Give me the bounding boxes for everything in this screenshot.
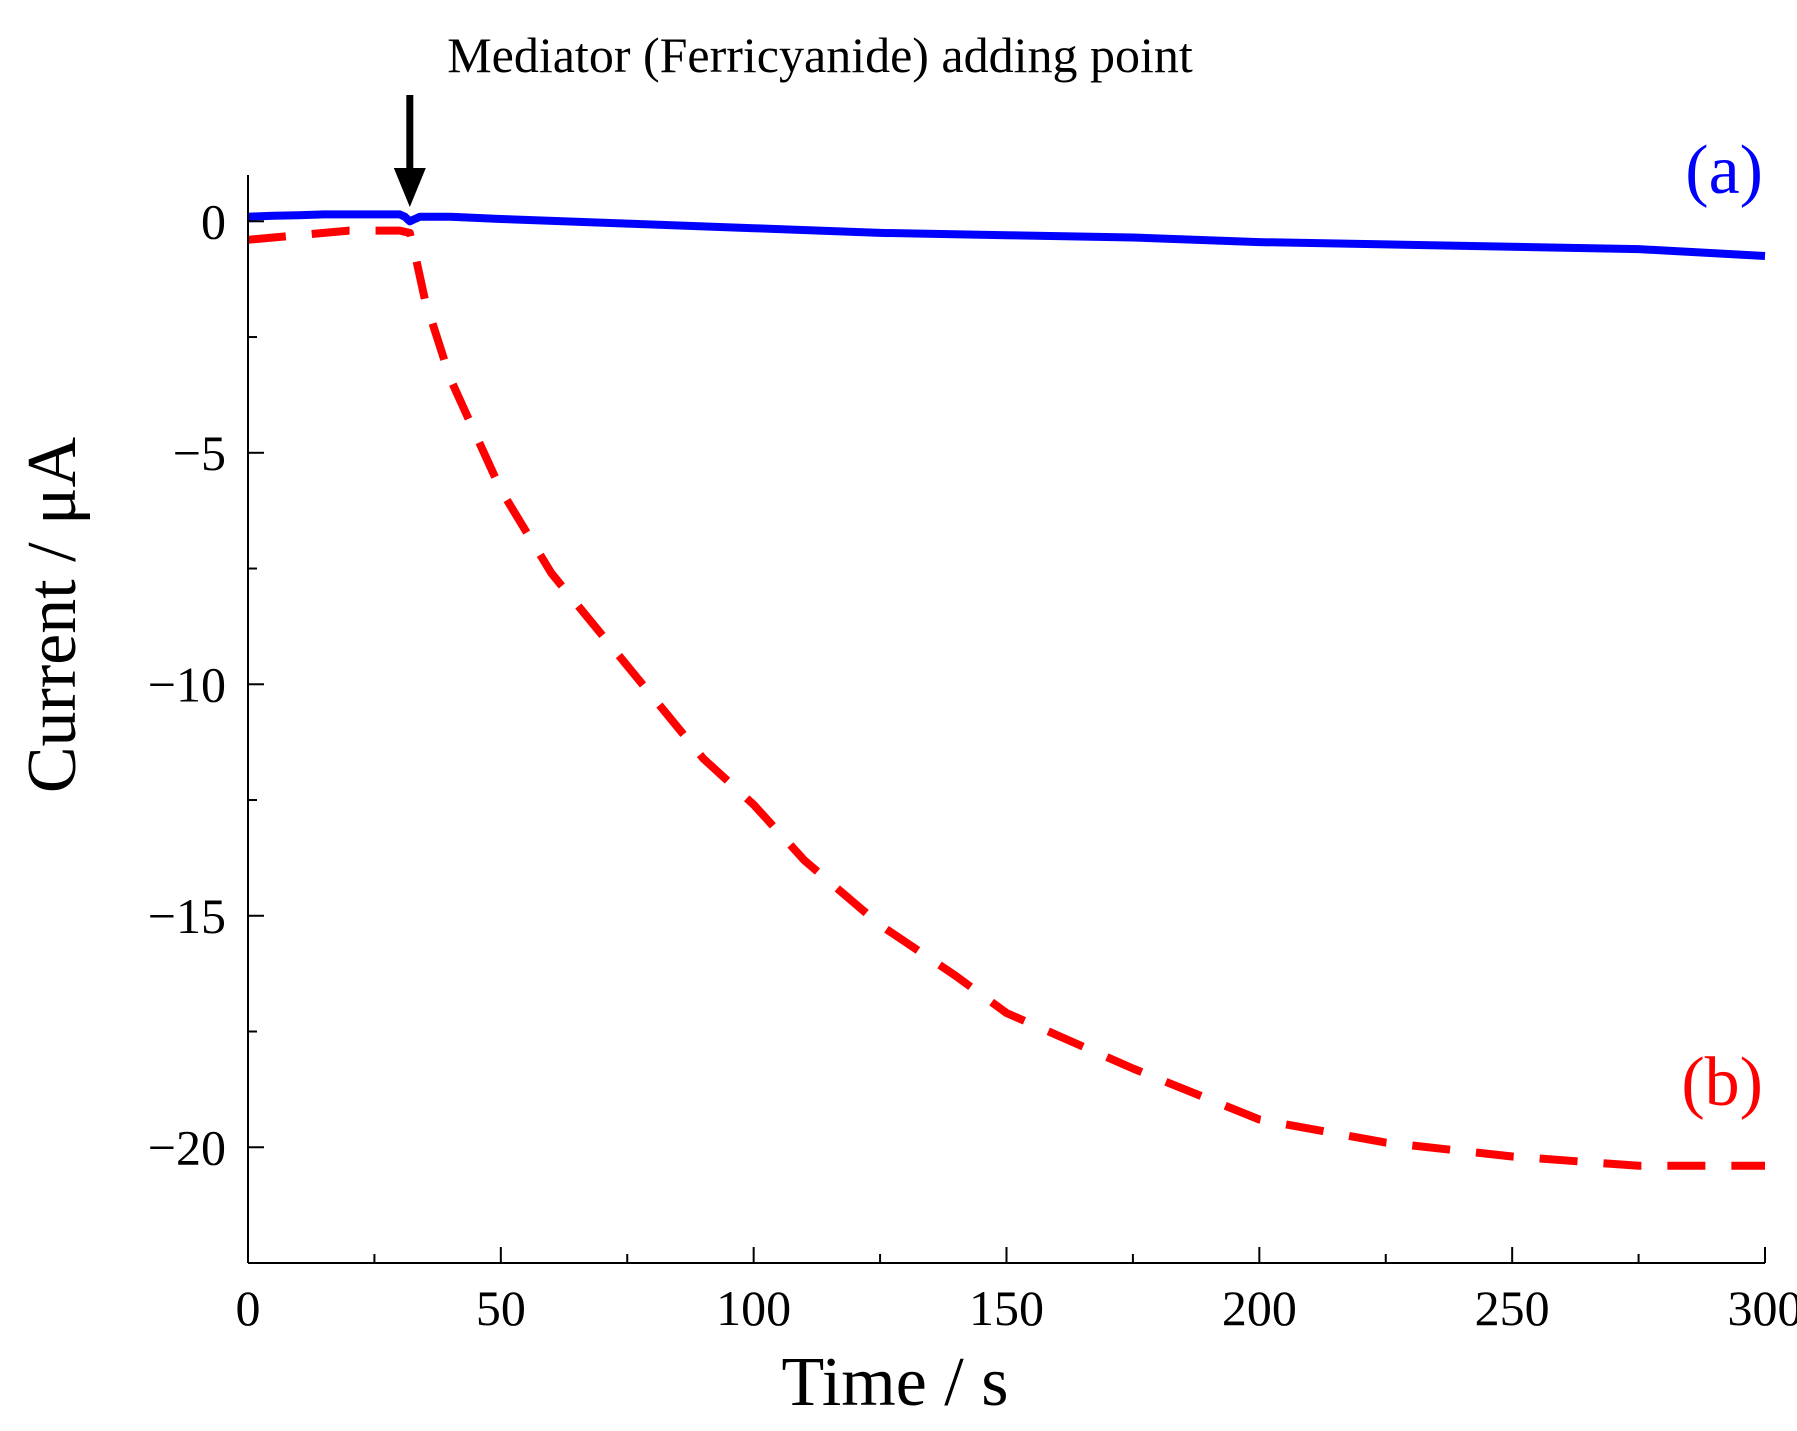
x-tick-label: 0 [236, 1280, 261, 1336]
series-label-a: (a) [1685, 132, 1763, 209]
y-tick-label: −20 [148, 1119, 226, 1175]
annotation-layer [394, 95, 426, 207]
x-tick-label: 100 [716, 1280, 791, 1336]
y-tick-label: 0 [201, 193, 226, 249]
y-tick-label: −5 [173, 425, 226, 481]
x-tick-label: 150 [969, 1280, 1044, 1336]
y-tick-label: −10 [148, 656, 226, 712]
x-tick-label: 50 [476, 1280, 526, 1336]
y-tick-label: −15 [148, 888, 226, 944]
annotation-text: Mediator (Ferricyanide) adding point [447, 27, 1193, 83]
series-line-a [248, 214, 1765, 256]
x-tick-label: 250 [1475, 1280, 1550, 1336]
series-line-b [248, 231, 1765, 1166]
x-tick-label: 200 [1222, 1280, 1297, 1336]
y-axis-title: Current / μA [14, 436, 91, 793]
series-layer [248, 214, 1765, 1165]
annotation-arrow-head [394, 168, 426, 207]
series-label-b: (b) [1681, 1044, 1763, 1121]
x-tick-label: 300 [1728, 1280, 1797, 1336]
x-axis-title: Time / s [782, 1344, 1009, 1421]
